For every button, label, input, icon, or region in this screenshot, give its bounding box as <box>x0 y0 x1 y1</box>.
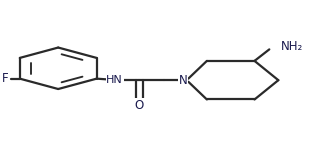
Text: O: O <box>135 99 144 112</box>
Text: HN: HN <box>106 75 123 85</box>
Text: N: N <box>179 74 187 87</box>
Text: NH₂: NH₂ <box>281 40 303 53</box>
Text: F: F <box>2 72 8 85</box>
